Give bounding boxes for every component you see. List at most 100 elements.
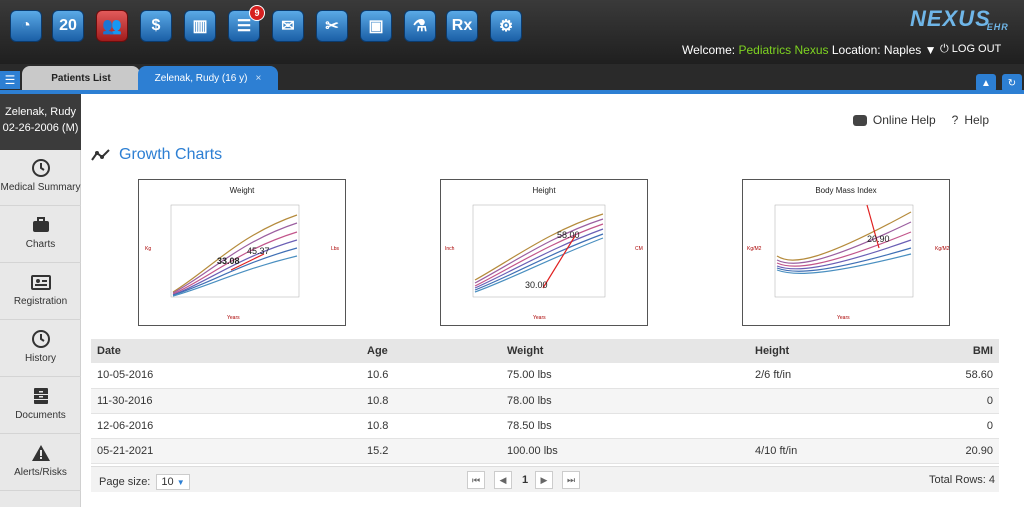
online-help-link[interactable]: Online Help xyxy=(852,113,936,127)
page-size-label: Page size: xyxy=(99,476,151,488)
cell-date: 11-30-2016 xyxy=(91,388,361,414)
table-row[interactable]: 05-21-2021 15.2 100.00 lbs 4/10 ft/in 20… xyxy=(91,438,999,464)
cell-date: 12-06-2016 xyxy=(91,413,361,439)
cell-age: 15.2 xyxy=(361,438,501,464)
cell-bmi: 20.90 xyxy=(939,438,999,464)
dashboard-icon[interactable]: ◔ xyxy=(10,10,42,42)
location-dropdown-icon[interactable]: ▼ xyxy=(924,43,937,57)
close-tab-icon[interactable]: × xyxy=(255,72,262,84)
column-header-age[interactable]: Age xyxy=(361,339,501,363)
messages-icon[interactable]: ✉ xyxy=(272,10,304,42)
sidebar-item-documents[interactable]: Documents xyxy=(0,378,81,434)
column-header-bmi[interactable]: BMI xyxy=(939,339,999,363)
refresh-icon[interactable]: ↻ xyxy=(1002,74,1022,92)
y-axis-unit-right: CM xyxy=(635,246,643,252)
welcome-user-name: Pediatrics Nexus xyxy=(738,43,829,57)
sidebar: Zelenak, Rudy 02-26-2006 (M) Medical Sum… xyxy=(0,94,81,507)
patients-icon[interactable]: 👥 xyxy=(96,10,128,42)
column-header-weight[interactable]: Weight xyxy=(501,339,749,363)
welcome-area: Welcome: Pediatrics Nexus Location: Napl… xyxy=(682,43,937,57)
y-axis-unit-left: Kg xyxy=(145,246,151,252)
table-row[interactable]: 12-06-2016 10.8 78.50 lbs 0 xyxy=(91,413,999,439)
cell-weight: 78.50 lbs xyxy=(501,413,749,439)
sidebar-item-label: Charts xyxy=(25,239,56,250)
cell-height: 4/10 ft/in xyxy=(749,438,939,464)
patient-info: Zelenak, Rudy 02-26-2006 (M) xyxy=(0,94,81,150)
help-link[interactable]: ? Help xyxy=(952,113,989,127)
chart-title: Weight xyxy=(229,186,255,195)
next-page-button[interactable]: ▶ xyxy=(535,471,553,489)
notification-badge: 9 xyxy=(249,5,265,21)
tools-icon[interactable]: ✂ xyxy=(316,10,348,42)
column-header-date[interactable]: Date xyxy=(91,339,361,363)
cell-date: 10-05-2016 xyxy=(91,363,361,389)
logout-button[interactable]: ⏻ LOG OUT xyxy=(940,43,1001,56)
prev-page-button[interactable]: ◀ xyxy=(494,471,512,489)
chart-marker-label: 58.00 xyxy=(557,230,580,240)
first-page-button[interactable]: ⏮ xyxy=(467,471,485,489)
cell-height xyxy=(749,413,939,439)
collapse-icon[interactable]: ▲ xyxy=(976,74,996,92)
page-title-text: Growth Charts xyxy=(119,146,223,163)
weight-chart[interactable]: Weight 33.08 45.37 Kg Lbs Years xyxy=(138,179,346,326)
y-axis-unit-left: Kg/M2 xyxy=(747,246,762,252)
top-bar: ◔ 20 👥 $ ▥ ☰ 9 ✉ ✂ ▣ ⚗ Rx ⚙ NEXUS EHR Welc… xyxy=(0,0,1024,64)
sidebar-item-label: Documents xyxy=(15,410,66,421)
pager: Page size: 10 ▼ ⏮ ◀ 1 ▶ ⏭ Total Rows: 4 xyxy=(91,466,999,492)
id-card-icon xyxy=(30,275,51,290)
help-label: Help xyxy=(964,113,989,127)
online-help-label: Online Help xyxy=(872,113,936,127)
nexus-logo: NEXUS EHR xyxy=(910,6,1008,32)
x-axis-label: Years xyxy=(533,315,546,321)
menu-icon[interactable]: ☰ xyxy=(0,71,20,89)
prescription-icon[interactable]: Rx xyxy=(446,10,478,42)
column-header-height[interactable]: Height xyxy=(749,339,939,363)
y-axis-unit-right: Lbs xyxy=(331,246,340,252)
location-selector[interactable]: Location: Naples xyxy=(831,43,922,57)
cell-age: 10.8 xyxy=(361,388,501,414)
current-page[interactable]: 1 xyxy=(522,474,529,486)
warning-icon xyxy=(31,445,50,461)
y-axis-unit-right: Kg/M2 xyxy=(935,246,950,252)
main-content: Online Help ? Help Growth Charts Weight 3… xyxy=(81,94,1024,507)
chat-icon xyxy=(852,115,867,127)
total-rows: Total Rows: 4 xyxy=(928,474,995,486)
height-chart[interactable]: Height 58.00 30.00 Inch CM Years xyxy=(440,179,648,326)
chart-marker-label: 20.90 xyxy=(867,234,890,244)
table-row[interactable]: 11-30-2016 10.8 78.00 lbs 0 xyxy=(91,388,999,414)
tab-patient[interactable]: Zelenak, Rudy (16 y) × xyxy=(138,66,278,90)
help-bar: Online Help ? Help xyxy=(852,113,989,127)
sidebar-item-label: Registration xyxy=(13,296,68,307)
bmi-chart[interactable]: Body Mass Index 20.90 Kg/M2 Kg/M2 Years xyxy=(742,179,950,326)
sidebar-item-charts[interactable]: Charts xyxy=(0,207,81,263)
chart-title: Height xyxy=(532,186,556,195)
sidebar-item-history[interactable]: History xyxy=(0,321,81,377)
chart-marker-label: 33.08 xyxy=(217,256,240,266)
settings-icon[interactable]: ⚙ xyxy=(490,10,522,42)
chart-title: Body Mass Index xyxy=(815,186,877,195)
lab-icon[interactable]: ⚗ xyxy=(404,10,436,42)
bmi-chart-plot: 20.90 Kg/M2 Kg/M2 Years xyxy=(747,204,950,321)
calendar-icon[interactable]: 20 xyxy=(52,10,84,42)
sidebar-item-alerts-risks[interactable]: Alerts/Risks xyxy=(0,435,81,491)
cell-weight: 78.00 lbs xyxy=(501,388,749,414)
growth-table: Date Age Weight Height BMI 10-05-2016 10… xyxy=(91,339,999,464)
tab-label: Zelenak, Rudy (16 y) xyxy=(154,72,248,84)
billing-icon[interactable]: $ xyxy=(140,10,172,42)
table-row[interactable]: 10-05-2016 10.6 75.00 lbs 2/6 ft/in 58.6… xyxy=(91,363,999,389)
x-axis-label: Years xyxy=(837,315,850,321)
reports-icon[interactable]: ▥ xyxy=(184,10,216,42)
tab-label: Patients List xyxy=(51,72,111,84)
welcome-label: Welcome: xyxy=(682,43,736,57)
y-axis-unit-left: Inch xyxy=(445,246,455,252)
fax-icon[interactable]: ▣ xyxy=(360,10,392,42)
logo-text: NEXUS xyxy=(910,6,991,31)
sidebar-item-registration[interactable]: Registration xyxy=(0,264,81,320)
last-page-button[interactable]: ⏭ xyxy=(562,471,580,489)
tasks-icon[interactable]: ☰ 9 xyxy=(228,5,265,42)
tab-patients-list[interactable]: Patients List xyxy=(22,66,140,90)
sidebar-item-medical-summary[interactable]: Medical Summary xyxy=(0,150,81,206)
cell-bmi: 0 xyxy=(939,413,999,439)
table-header-row: Date Age Weight Height BMI xyxy=(91,339,999,363)
page-size-select[interactable]: 10 ▼ xyxy=(156,474,191,490)
